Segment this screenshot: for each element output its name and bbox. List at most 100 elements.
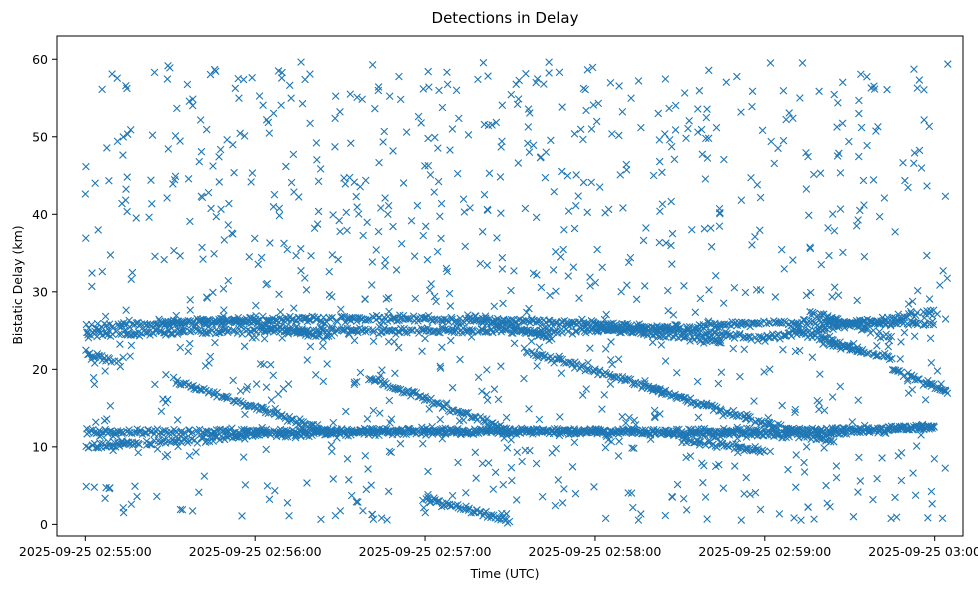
- data-point-marker: [91, 418, 100, 426]
- data-point-marker: [623, 281, 631, 289]
- data-point-marker: [424, 134, 432, 143]
- data-point-marker: [447, 336, 455, 345]
- y-tick-label: 50: [32, 129, 48, 144]
- data-point-marker: [570, 438, 579, 447]
- data-point-marker: [608, 130, 616, 138]
- data-point-marker: [396, 95, 405, 104]
- data-point-marker: [309, 427, 318, 436]
- data-point-marker: [313, 156, 321, 164]
- data-point-marker: [171, 132, 180, 140]
- data-point-marker: [501, 320, 509, 328]
- data-point-marker: [941, 192, 950, 201]
- data-point-marker: [648, 338, 657, 347]
- data-point-marker: [90, 380, 99, 389]
- data-point-marker: [667, 142, 676, 151]
- data-point-marker: [297, 58, 305, 66]
- data-point-marker: [680, 282, 688, 290]
- data-point-marker: [765, 365, 774, 374]
- data-point-marker: [147, 176, 155, 185]
- data-point-marker: [547, 136, 555, 145]
- data-point-marker: [642, 224, 650, 232]
- y-tick-label: 20: [32, 362, 48, 377]
- data-point-marker: [238, 330, 246, 338]
- data-point-marker: [474, 373, 483, 382]
- data-point-marker: [743, 410, 751, 419]
- data-point-marker: [333, 434, 341, 442]
- data-point-marker: [122, 306, 130, 314]
- data-point-marker: [178, 505, 187, 514]
- data-point-marker: [119, 508, 128, 517]
- data-point-marker: [941, 315, 950, 323]
- data-point-marker: [758, 126, 767, 135]
- data-point-marker: [667, 241, 675, 250]
- data-point-marker: [189, 95, 197, 103]
- data-point-marker: [179, 325, 187, 334]
- data-point-marker: [377, 514, 386, 522]
- data-point-marker: [873, 351, 881, 360]
- data-point-marker: [396, 311, 404, 319]
- data-point-marker: [417, 119, 425, 127]
- data-point-marker: [903, 377, 912, 385]
- data-point-marker: [361, 176, 370, 185]
- data-point-marker: [123, 331, 132, 339]
- data-point-marker: [629, 503, 637, 512]
- data-point-marker: [430, 292, 439, 301]
- data-point-marker: [328, 323, 336, 332]
- data-point-marker: [103, 415, 111, 423]
- data-point-marker: [584, 358, 592, 367]
- data-point-marker: [489, 318, 497, 327]
- data-point-marker: [196, 116, 205, 124]
- data-point-marker: [550, 187, 559, 196]
- data-point-marker: [151, 380, 159, 389]
- data-point-marker: [910, 159, 918, 168]
- data-point-marker: [206, 352, 215, 361]
- data-point-marker: [407, 216, 416, 225]
- data-point-marker: [391, 369, 399, 378]
- data-point-marker: [331, 92, 340, 100]
- data-point-marker: [741, 288, 750, 297]
- data-point-marker: [684, 425, 693, 433]
- data-point-marker: [714, 379, 723, 388]
- data-point-marker: [834, 291, 843, 300]
- data-point-marker: [560, 225, 568, 234]
- data-point-marker: [188, 428, 197, 437]
- data-point-marker: [498, 137, 506, 146]
- data-point-marker: [698, 430, 706, 439]
- data-point-marker: [549, 266, 558, 274]
- data-point-marker: [369, 406, 378, 415]
- data-point-marker: [513, 100, 522, 109]
- data-point-marker: [512, 496, 521, 504]
- data-point-marker: [540, 80, 548, 88]
- data-point-marker: [285, 511, 293, 520]
- data-point-marker: [155, 438, 164, 447]
- data-point-marker: [442, 399, 451, 407]
- data-point-marker: [826, 502, 834, 511]
- data-point-marker: [912, 442, 921, 450]
- data-point-marker: [698, 331, 706, 339]
- data-point-marker: [520, 374, 528, 383]
- data-point-marker: [765, 318, 774, 327]
- data-point-marker: [855, 96, 863, 105]
- data-point-marker: [374, 86, 383, 95]
- data-point-marker: [606, 356, 615, 364]
- data-point-marker: [525, 148, 534, 157]
- data-point-marker: [345, 313, 354, 322]
- data-point-marker: [342, 208, 351, 217]
- data-point-marker: [886, 320, 895, 329]
- data-point-marker: [655, 136, 664, 144]
- data-point-marker: [747, 335, 755, 344]
- data-point-marker: [499, 299, 507, 308]
- data-point-marker: [269, 109, 278, 118]
- data-point-marker: [670, 155, 679, 164]
- data-point-marker: [295, 313, 303, 322]
- data-point-marker: [586, 344, 594, 352]
- data-point-marker: [590, 483, 598, 491]
- data-point-marker: [368, 61, 377, 69]
- data-point-marker: [661, 75, 670, 83]
- data-point-marker: [770, 422, 779, 431]
- data-point-marker: [636, 427, 645, 436]
- data-point-marker: [127, 341, 136, 350]
- data-point-marker: [747, 416, 755, 425]
- data-point-marker: [229, 376, 237, 385]
- data-point-marker: [375, 158, 383, 167]
